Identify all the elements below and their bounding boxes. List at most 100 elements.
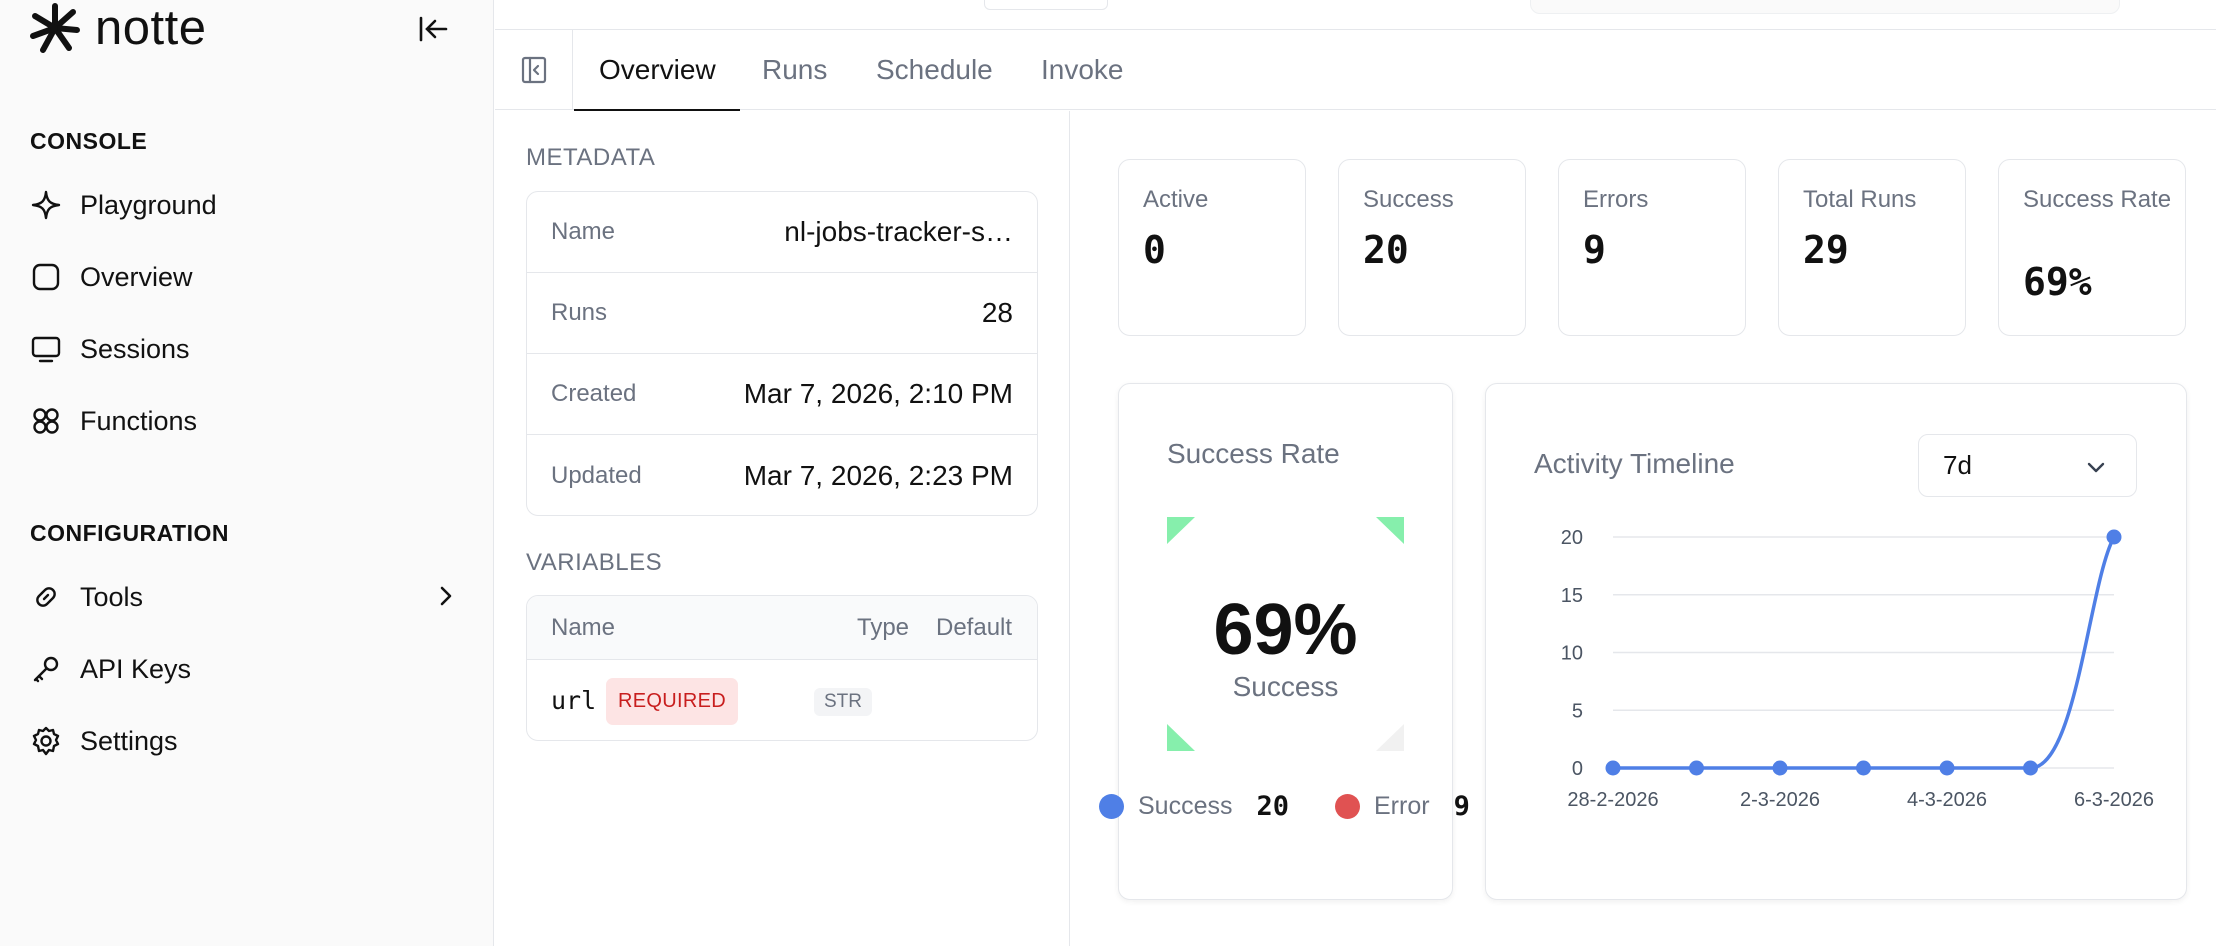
brand-name: notte <box>95 1 207 55</box>
x-tick-label: 4-3-2026 <box>1907 789 1987 811</box>
sidebar-item-label: Tools <box>80 581 144 612</box>
y-tick-label: 0 <box>1572 758 1583 780</box>
variables-header: Name Type Default <box>527 596 1037 660</box>
key-icon <box>30 653 62 685</box>
type-badge: STR <box>814 688 872 716</box>
legend-error: Error 9 <box>1335 791 1470 822</box>
sidebar-item-overview[interactable]: Overview <box>30 252 460 302</box>
stat-label: Total Runs <box>1803 186 1917 213</box>
sidebar-item-label: Functions <box>80 405 198 436</box>
metadata-row-name: Name nl-jobs-tracker-s… <box>527 192 1037 273</box>
sidebar-item-label: Overview <box>80 261 193 292</box>
metadata-key: Updated <box>551 461 642 489</box>
stat-label: Success Rate <box>2023 186 2172 213</box>
data-point <box>2106 529 2122 545</box>
stat-card-success: Success 20 <box>1338 159 1526 336</box>
legend-dot-success <box>1099 794 1124 819</box>
range-select[interactable]: 7d <box>1918 434 2137 497</box>
legend-value: 20 <box>1256 791 1289 822</box>
sidebar-item-playground[interactable]: Playground <box>30 180 460 230</box>
stat-value: 69% <box>2023 260 2092 304</box>
gauge-segment-empty <box>1376 724 1404 751</box>
stat-card-errors: Errors 9 <box>1558 159 1746 336</box>
tab-runs[interactable]: Runs <box>762 54 828 85</box>
panel-left-icon <box>521 56 546 84</box>
metadata-heading: METADATA <box>526 144 656 171</box>
legend-dot-error <box>1335 794 1360 819</box>
gauge-segment <box>1376 517 1404 544</box>
tab-invoke[interactable]: Invoke <box>1041 54 1124 85</box>
metadata-row-updated: Updated Mar 7, 2026, 2:23 PM <box>527 435 1037 515</box>
range-select-value: 7d <box>1943 450 1972 480</box>
sidebar-item-label: Settings <box>80 725 178 756</box>
legend-label: Success <box>1138 792 1233 820</box>
success-rate-subtitle: Success <box>1232 671 1339 702</box>
data-point <box>1689 760 1704 776</box>
data-point <box>1939 760 1955 776</box>
notte-logo-icon <box>30 3 80 53</box>
data-point <box>1856 760 1871 776</box>
top-search-bar[interactable] <box>1530 0 2120 14</box>
x-tick-label: 2-3-2026 <box>1740 789 1820 811</box>
success-rate-gauge <box>1167 517 1404 751</box>
sidebar-section-configuration: CONFIGURATION <box>30 520 230 546</box>
activity-line-chart: 0 5 10 15 20 28-2-2026 2-3-2026 4-3-2026 6-3-202… <box>1561 527 2154 811</box>
metadata-key: Created <box>551 380 637 407</box>
x-tick-label: 28-2-2026 <box>1567 789 1658 811</box>
success-rate-percent: 69% <box>1213 590 1358 670</box>
column-header-type: Type <box>857 614 910 641</box>
gauge-segment <box>1167 724 1195 751</box>
chevron-right-icon <box>432 582 460 617</box>
metadata-card: Name nl-jobs-tracker-s… Runs 28 Created … <box>526 191 1038 516</box>
y-tick-label: 20 <box>1561 527 1583 549</box>
metadata-value: Mar 7, 2026, 2:10 PM <box>743 378 1013 409</box>
chevron-down-icon <box>2084 455 2108 486</box>
link-icon <box>30 581 62 613</box>
data-point <box>1605 760 1621 776</box>
top-control[interactable] <box>984 0 1108 10</box>
required-badge: REQUIRED <box>606 678 738 725</box>
top-divider <box>495 29 2216 30</box>
sidebar-item-tools[interactable]: Tools <box>30 572 460 622</box>
collapse-left-icon <box>419 16 448 42</box>
variables-table: Name Type Default url REQUIRED STR <box>526 595 1038 741</box>
stat-card-success-rate: Success Rate 69% <box>1998 159 2186 336</box>
sidebar-section-console: CONSOLE <box>30 128 148 154</box>
legend-label: Error <box>1374 792 1430 820</box>
metadata-row-runs: Runs 28 <box>527 273 1037 354</box>
toggle-panel-button[interactable] <box>495 30 573 110</box>
legend-success: Success 20 <box>1099 791 1289 822</box>
stat-label: Active <box>1143 186 1209 213</box>
variables-heading: VARIABLES <box>526 549 663 576</box>
metadata-row-created: Created Mar 7, 2026, 2:10 PM <box>527 354 1037 435</box>
sidebar-item-sessions[interactable]: Sessions <box>30 324 460 374</box>
column-header-default: Default <box>936 614 1013 641</box>
sidebar-item-api-keys[interactable]: API Keys <box>30 644 460 694</box>
stat-card-total-runs: Total Runs 29 <box>1778 159 1966 336</box>
tab-schedule[interactable]: Schedule <box>876 54 993 85</box>
brand-logo[interactable]: notte <box>29 2 206 54</box>
success-rate-card: Success Rate 69% Success Success 20 Erro… <box>1099 383 1470 900</box>
stat-label: Errors <box>1583 186 1649 213</box>
monitor-icon <box>30 333 62 365</box>
square-icon <box>30 261 62 293</box>
metadata-value: nl-jobs-tracker-s… <box>784 216 1013 247</box>
stat-value: 20 <box>1363 228 1409 272</box>
y-tick-label: 15 <box>1561 585 1583 607</box>
tab-overview[interactable]: Overview <box>574 30 740 111</box>
metadata-value: 28 <box>981 297 1013 328</box>
legend-value: 9 <box>1453 791 1470 822</box>
sidebar: notte CONSOLE Playground Overview Sessio… <box>0 0 494 946</box>
sidebar-item-settings[interactable]: Settings <box>30 716 460 766</box>
stat-card-active: Active 0 <box>1118 159 1306 336</box>
data-point <box>1772 760 1788 776</box>
stat-value: 9 <box>1583 228 1606 272</box>
sidebar-item-label: API Keys <box>80 653 192 684</box>
activity-timeline-title: Activity Timeline <box>1534 448 1735 479</box>
collapse-sidebar-button[interactable] <box>414 12 452 46</box>
sidebar-item-functions[interactable]: Functions <box>30 396 460 446</box>
success-rate-title: Success Rate <box>1167 438 1340 469</box>
tab-bar: Overview Runs Schedule Invoke <box>495 30 2216 111</box>
gear-icon <box>30 725 62 757</box>
stat-value: 0 <box>1143 228 1166 272</box>
